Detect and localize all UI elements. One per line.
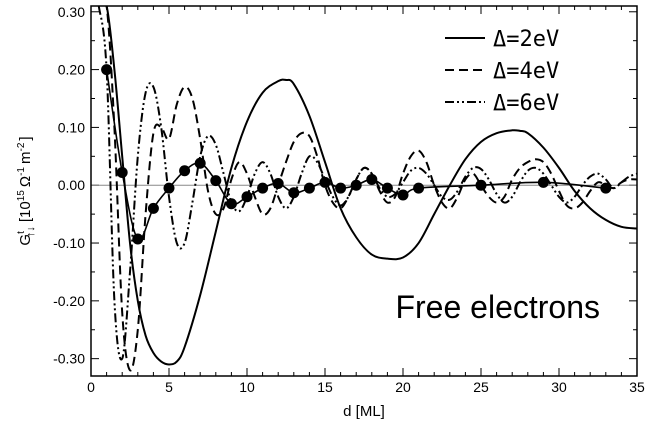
data-point-marker (210, 175, 222, 187)
x-tick-label: 25 (473, 379, 489, 395)
data-point-marker (600, 182, 612, 194)
data-point-marker (179, 165, 191, 177)
data-point-marker (319, 176, 331, 188)
plot-background (91, 6, 637, 376)
y-tick-label: 0.00 (58, 177, 85, 193)
data-point-marker (132, 233, 144, 245)
data-point-marker (257, 182, 269, 194)
data-point-marker (350, 179, 362, 191)
data-point-marker (537, 176, 549, 188)
series-group (97, 6, 637, 372)
x-tick-label: 35 (629, 379, 645, 395)
data-point-marker (475, 179, 487, 191)
x-tick-label: 20 (395, 379, 411, 395)
legend-label-delta-4ev: Δ=4eV (493, 59, 559, 84)
tick-labels: 0 5 10 15 20 25 30 35 -0.30 -0.20 -0.10 0.00 0.10 0.2… (53, 4, 645, 395)
series-line-2 (97, 6, 637, 361)
x-tick-label: 0 (87, 379, 95, 395)
data-point-marker (288, 187, 300, 199)
x-tick-label: 30 (551, 379, 567, 395)
data-point-marker (116, 167, 128, 178)
data-point-marker (101, 64, 113, 76)
data-point-marker (335, 182, 347, 194)
data-point-marker (366, 173, 378, 185)
data-point-marker (381, 182, 393, 194)
plot-frame (90, 5, 638, 377)
data-point-marker (241, 191, 253, 203)
data-point-marker (303, 182, 315, 194)
legend-label-delta-6ev: Δ=6eV (493, 91, 559, 116)
y-tick-label: -0.30 (53, 351, 85, 367)
data-point-marker (163, 182, 175, 194)
x-tick-label: 10 (239, 379, 255, 395)
x-axis-title: d [ML] (343, 403, 385, 420)
data-point-marker (272, 177, 284, 189)
y-tick-label: 0.20 (58, 62, 85, 78)
y-tick-label: -0.10 (53, 235, 85, 251)
legend: Δ=2eV Δ=4eV Δ=6eV (445, 27, 559, 116)
data-point-marker (225, 198, 237, 210)
y-axis-title: Gt↑↓[1015Ω-1m-2] (16, 136, 37, 245)
x-tick-label: 15 (317, 379, 333, 395)
data-point-marker (413, 182, 425, 194)
x-tick-label: 5 (165, 379, 173, 395)
data-point-marker (194, 157, 206, 169)
y-tick-label: 0.10 (58, 119, 85, 135)
y-tick-label: -0.20 (53, 293, 85, 309)
legend-label-delta-2ev: Δ=2eV (493, 27, 559, 52)
series-line-0 (98, 6, 637, 366)
data-point-marker (397, 189, 409, 201)
annotation-free-electrons: Free electrons (395, 289, 600, 325)
y-tick-label: 0.30 (58, 4, 85, 20)
data-point-marker (147, 202, 159, 214)
